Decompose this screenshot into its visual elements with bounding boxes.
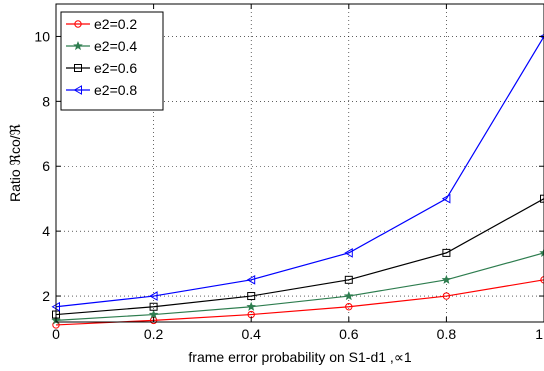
legend-label: e2=0.8 (94, 82, 137, 98)
data-point (344, 275, 353, 284)
x-tick-label: 1 (535, 326, 543, 342)
y-tick-label: 10 (34, 28, 50, 44)
data-point (344, 291, 354, 301)
data-point (149, 302, 158, 311)
x-tick-label: 0.8 (437, 326, 457, 342)
y-tick-label: 6 (42, 158, 50, 174)
data-point (246, 274, 256, 285)
series-line (55, 279, 544, 326)
x-tick-label: 0 (52, 326, 60, 342)
legend-marker (73, 40, 83, 51)
data-point (148, 309, 159, 319)
series-2 (51, 247, 544, 325)
legend-label: e2=0.4 (94, 38, 137, 54)
legend-item: e2=0.8 (66, 82, 137, 98)
legend-marker (74, 64, 82, 72)
x-tick-label: 0.4 (241, 326, 261, 342)
y-tick-label: 8 (42, 93, 50, 109)
y-axis-title: Ratio ℜco/ℜ (7, 123, 23, 202)
data-point (441, 193, 451, 204)
data-point (442, 248, 451, 257)
series-line (55, 252, 544, 321)
legend-marker (74, 20, 82, 28)
legend-item: e2=0.6 (66, 60, 137, 76)
series-3 (52, 194, 544, 319)
data-point (540, 194, 544, 203)
plot-frame (55, 3, 544, 323)
series-line (55, 36, 544, 308)
ticks: 0 0.2 0.4 0.6 0.8 1 2 4 6 8 10 (34, 4, 544, 342)
y-tick-label: 4 (42, 223, 50, 239)
legend-label: e2=0.6 (94, 60, 137, 76)
legend-label: e2=0.2 (94, 16, 137, 32)
x-axis-title: frame error probability on S1-d1 ,∝1 (188, 349, 411, 365)
data-point (539, 247, 544, 257)
legend-box (60, 11, 164, 111)
x-tick-label: 0.6 (339, 326, 359, 342)
data-point (149, 291, 158, 301)
data-point (442, 292, 451, 300)
legend-marker (73, 85, 82, 95)
data-point (246, 301, 256, 311)
data-point (345, 303, 353, 311)
series-4 (51, 33, 544, 312)
data-point (344, 248, 353, 258)
legend-item: e2=0.4 (66, 38, 137, 54)
series-group (51, 33, 544, 329)
x-tick-label: 0.2 (144, 326, 164, 342)
data-point (247, 292, 256, 301)
grid (56, 4, 544, 322)
legend-item: e2=0.2 (66, 16, 137, 32)
y-tick-label: 2 (42, 288, 50, 304)
series-line (55, 198, 544, 316)
data-point (441, 274, 452, 284)
legend: e2=0.2 e2=0.4 e2=0.6 e2=0.8 (60, 11, 164, 111)
